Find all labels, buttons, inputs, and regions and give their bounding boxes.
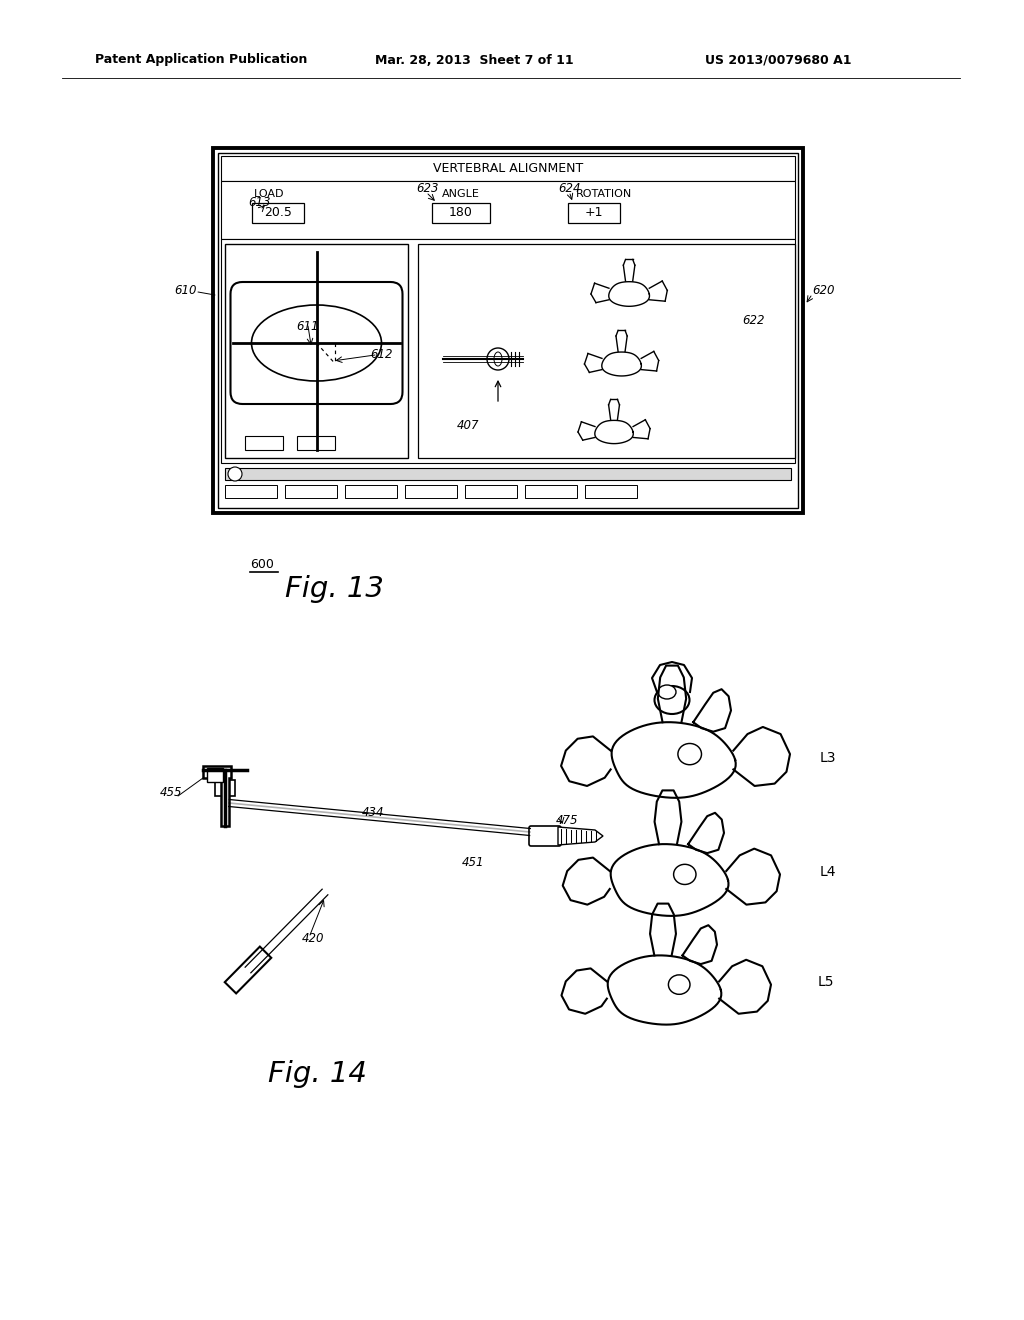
Text: 407: 407 (457, 418, 479, 432)
Text: ANGLE: ANGLE (442, 189, 480, 199)
Circle shape (487, 348, 509, 370)
Bar (406, 484, 457, 498)
Ellipse shape (494, 352, 502, 366)
Text: 20.5: 20.5 (264, 206, 292, 219)
Circle shape (228, 467, 242, 480)
Bar (225, 484, 278, 498)
Text: 475: 475 (556, 813, 579, 826)
Bar (215, 780, 234, 796)
Bar (207, 768, 223, 781)
Text: 620: 620 (812, 284, 835, 297)
Text: L3: L3 (820, 751, 837, 766)
Text: 180: 180 (450, 206, 473, 219)
Text: 451: 451 (462, 855, 484, 869)
FancyBboxPatch shape (230, 282, 402, 404)
Text: L4: L4 (820, 865, 837, 879)
Bar (585, 484, 637, 498)
Polygon shape (558, 828, 603, 845)
Text: 455: 455 (160, 785, 182, 799)
Bar (221, 156, 795, 181)
Text: 611: 611 (296, 319, 318, 333)
Text: ROTATION: ROTATION (575, 189, 632, 199)
Text: Fig. 13: Fig. 13 (285, 576, 384, 603)
Bar (245, 436, 283, 450)
Bar (525, 484, 577, 498)
Text: +1: +1 (585, 206, 603, 219)
Bar (345, 484, 397, 498)
Bar (297, 436, 335, 450)
Bar (252, 203, 304, 223)
Bar (285, 484, 337, 498)
Bar (213, 148, 803, 513)
Ellipse shape (658, 685, 676, 700)
Text: 610: 610 (174, 284, 197, 297)
Text: Mar. 28, 2013  Sheet 7 of 11: Mar. 28, 2013 Sheet 7 of 11 (375, 54, 573, 66)
Text: US 2013/0079680 A1: US 2013/0079680 A1 (705, 54, 852, 66)
Text: 624: 624 (558, 181, 581, 194)
Bar (568, 203, 620, 223)
Text: 600: 600 (250, 558, 273, 572)
Text: VERTEBRAL ALIGNMENT: VERTEBRAL ALIGNMENT (433, 162, 583, 176)
Ellipse shape (678, 743, 701, 764)
Text: 623: 623 (416, 181, 438, 194)
Bar (225, 244, 408, 458)
Ellipse shape (654, 686, 689, 714)
Bar (221, 239, 795, 463)
Polygon shape (224, 946, 271, 994)
Bar (218, 153, 798, 508)
Bar (221, 181, 795, 239)
Text: 612: 612 (370, 348, 392, 362)
Bar (465, 484, 517, 498)
Text: Patent Application Publication: Patent Application Publication (95, 54, 307, 66)
Polygon shape (203, 766, 231, 826)
Text: Fig. 14: Fig. 14 (268, 1060, 367, 1088)
Text: L5: L5 (818, 975, 835, 989)
Text: 622: 622 (742, 314, 765, 326)
Ellipse shape (252, 305, 382, 381)
Text: 420: 420 (302, 932, 325, 945)
Bar (225, 469, 791, 480)
Bar (432, 203, 490, 223)
Text: 434: 434 (362, 805, 384, 818)
Ellipse shape (674, 865, 696, 884)
Text: 613: 613 (248, 195, 270, 209)
Ellipse shape (669, 975, 690, 994)
Bar (418, 244, 795, 458)
FancyBboxPatch shape (529, 826, 561, 846)
Text: LOAD: LOAD (254, 189, 285, 199)
